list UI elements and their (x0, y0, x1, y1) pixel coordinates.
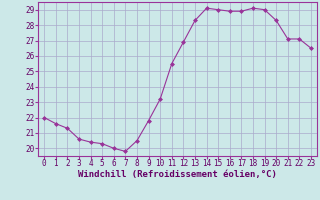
X-axis label: Windchill (Refroidissement éolien,°C): Windchill (Refroidissement éolien,°C) (78, 170, 277, 179)
